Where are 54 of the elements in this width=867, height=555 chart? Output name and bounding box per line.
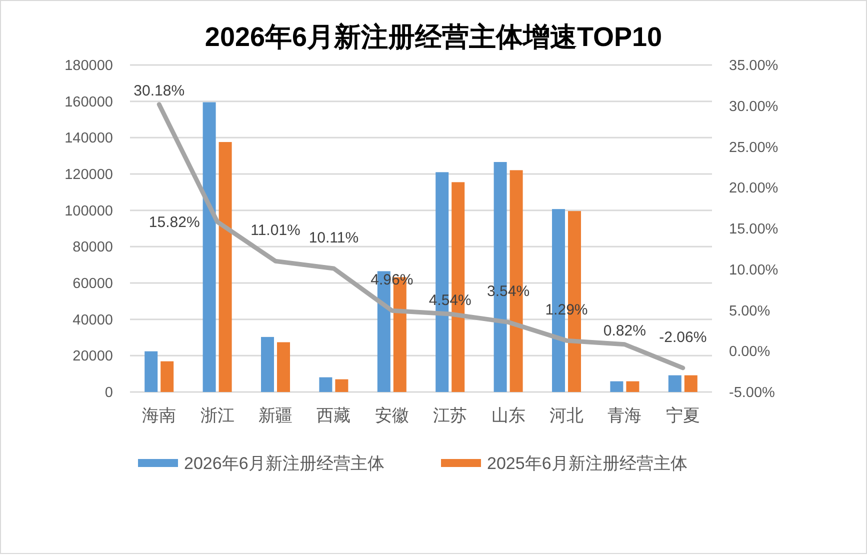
y-tick-label: 120000	[64, 167, 113, 184]
x-tick-label: 浙江	[200, 406, 234, 425]
x-tick-label: 河北	[550, 406, 584, 425]
bar	[335, 379, 348, 392]
data-label: 4.96%	[370, 272, 414, 289]
x-tick-label: 宁夏	[666, 406, 700, 425]
bar	[261, 336, 274, 392]
data-label: 1.29%	[545, 302, 588, 319]
x-tick-label: 西藏	[316, 406, 351, 425]
bar	[202, 102, 216, 392]
y2-tick-label: 30.00%	[729, 98, 778, 115]
data-label: 30.18%	[134, 82, 185, 100]
data-label: 11.01%	[250, 222, 300, 240]
bar	[218, 142, 232, 392]
data-label: 0.82%	[603, 322, 646, 340]
x-tick-label: 海南	[142, 406, 176, 425]
bar	[684, 375, 698, 392]
data-label: -2.06%	[659, 328, 707, 346]
y-tick-label: 100000	[64, 203, 113, 220]
bar	[144, 351, 158, 392]
bar	[668, 375, 682, 392]
y2-tick-label: 35.00%	[729, 58, 778, 74]
data-label: 15.82%	[148, 214, 200, 231]
y-tick-label: 40000	[72, 312, 113, 328]
y2-tick-label: 0.00%	[729, 344, 770, 360]
y-tick-label: 80000	[72, 240, 113, 256]
y2-tick-label: 10.00%	[729, 262, 778, 278]
bar	[319, 377, 332, 392]
bar	[610, 381, 624, 392]
y-tick-label: 60000	[72, 276, 113, 292]
y2-tick-label: 5.00%	[729, 303, 770, 320]
data-label: 3.54%	[487, 283, 530, 300]
y2-tick-label: 20.00%	[729, 180, 778, 197]
y2-tick-label: 15.00%	[729, 222, 778, 238]
legend-label: 2026年6月新注册经营主体	[184, 454, 384, 473]
x-tick-label: 安徽	[374, 406, 409, 425]
x-tick-label: 青海	[608, 406, 642, 425]
chart-title: 2026年6月新注册经营主体增速TOP10	[204, 22, 662, 52]
x-tick-label: 江苏	[433, 406, 468, 425]
y-tick-label: 180000	[64, 58, 113, 74]
legend-label: 2025年6月新注册经营主体	[487, 454, 688, 473]
bar	[277, 342, 290, 392]
bar	[626, 381, 640, 392]
y-tick-label: 160000	[64, 94, 113, 110]
x-tick-label: 新疆	[258, 406, 292, 425]
y2-tick-label: 25.00%	[729, 140, 778, 156]
x-tick-label: 山东	[491, 406, 526, 425]
data-label: 4.54%	[428, 292, 472, 310]
data-label: 10.11%	[308, 229, 359, 246]
y-tick-label: 20000	[72, 348, 113, 365]
y2-tick-label: -5.00%	[729, 385, 776, 402]
y-tick-label: 0	[104, 385, 113, 402]
bar	[160, 361, 174, 392]
y-tick-label: 140000	[64, 130, 113, 147]
